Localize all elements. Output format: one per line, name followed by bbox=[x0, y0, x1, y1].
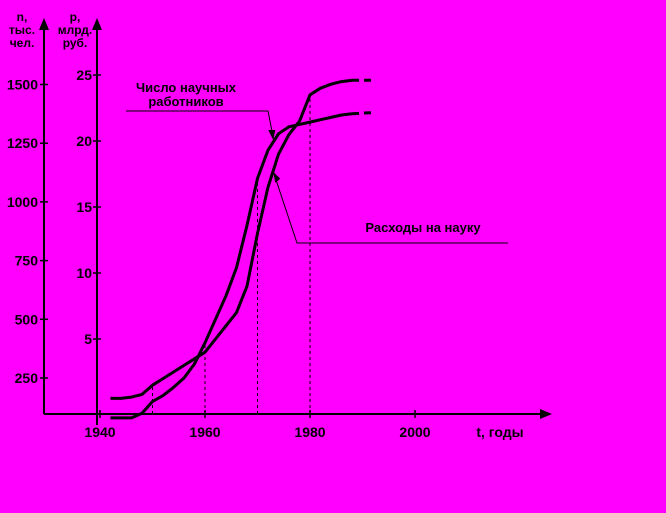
x-axis-tick-label: 1940 bbox=[84, 424, 115, 440]
series-lines bbox=[110, 78, 374, 420]
left-axis-tick-label: 1000 bbox=[7, 194, 38, 210]
right-axis-title: р, bbox=[70, 10, 81, 24]
left-axis-tick-label: 1500 bbox=[7, 77, 38, 93]
series-projection-line bbox=[351, 111, 374, 116]
annotation-leader-line bbox=[126, 110, 274, 139]
annotation-label: работников bbox=[148, 94, 223, 109]
right-axis-tick-label: 25 bbox=[76, 67, 92, 83]
right-axis-title: млрд. bbox=[58, 23, 92, 37]
left-axis-tick-label: 750 bbox=[15, 253, 39, 269]
annotation-label: Число научных bbox=[136, 80, 237, 95]
x-axis-title: t, годы bbox=[476, 424, 523, 440]
annotation-arrowhead bbox=[273, 171, 281, 183]
left-axis-title: чел. bbox=[10, 36, 35, 50]
left-axis-tick-label: 500 bbox=[15, 311, 39, 327]
right-y-axis-arrow bbox=[92, 18, 102, 30]
guide-lines bbox=[152, 94, 311, 414]
axis-labels: 250 500 750 1000 1250 1500 n,тыс.чел. 5 10 15 20 25… bbox=[7, 10, 524, 440]
right-axis-tick-label: 15 bbox=[76, 199, 92, 215]
left-axis-tick-label: 250 bbox=[15, 370, 39, 386]
tick-marks bbox=[40, 74, 416, 418]
left-axis-title: n, bbox=[17, 10, 28, 24]
annotation-label: Расходы на науку bbox=[365, 220, 481, 235]
right-axis-tick-label: 20 bbox=[76, 133, 92, 149]
series-line bbox=[110, 112, 353, 420]
right-axis-tick-label: 5 bbox=[84, 331, 92, 347]
right-axis-title: руб. bbox=[63, 36, 88, 50]
series-line bbox=[110, 78, 353, 400]
axes bbox=[39, 18, 552, 425]
left-axis-tick-label: 1250 bbox=[7, 135, 38, 151]
right-axis-tick-label: 10 bbox=[76, 265, 92, 281]
x-axis-arrow bbox=[540, 409, 552, 419]
left-y-axis-arrow bbox=[39, 18, 49, 30]
left-axis-title: тыс. bbox=[9, 23, 35, 37]
x-axis-tick-label: 1980 bbox=[294, 424, 325, 440]
x-axis-tick-label: 2000 bbox=[399, 424, 430, 440]
x-axis-tick-label: 1960 bbox=[189, 424, 220, 440]
annotation-arrowhead bbox=[268, 130, 276, 141]
annotation-leader-line bbox=[273, 174, 508, 244]
